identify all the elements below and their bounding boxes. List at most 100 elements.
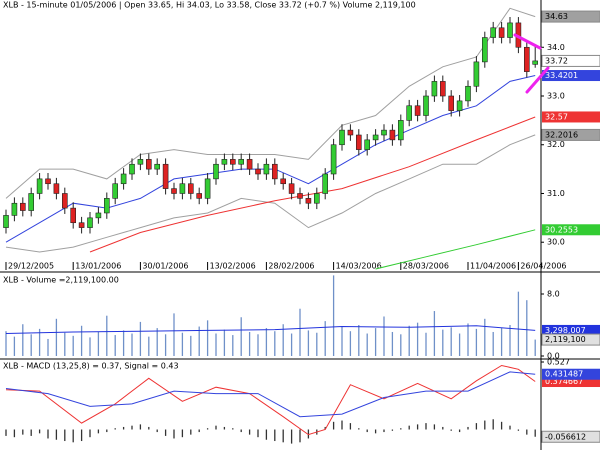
candle-body (213, 163, 219, 180)
value-box (541, 10, 600, 23)
candle-body (456, 100, 463, 111)
value-box-label: 0.374667 (545, 377, 583, 386)
candle-body (36, 178, 43, 194)
candle-body (381, 129, 387, 136)
volume-title: XLB - Volume =2,119,100.00 (3, 276, 119, 285)
candle-body (297, 193, 303, 199)
macd-title: XLB - MACD (13,25,8) = 0.37, Signal = 0.… (3, 362, 179, 371)
candle-body (70, 207, 76, 224)
candle-body (423, 95, 429, 116)
candle-body (11, 202, 18, 216)
candle-body (305, 198, 312, 204)
candle-body (238, 159, 244, 165)
value-box (542, 111, 600, 123)
candle-body (112, 183, 118, 199)
x-tick-label: 13/01/2006 (75, 262, 121, 271)
candle-body (154, 163, 160, 170)
value-box (541, 128, 600, 141)
candle-body (389, 129, 396, 141)
candle-body (414, 105, 421, 116)
candle-body (162, 163, 169, 189)
indicator-line (5, 325, 536, 334)
y-tick-label: 33.0 (547, 92, 565, 101)
candle-body (465, 85, 471, 102)
x-tick-label: 13/02/2006 (210, 262, 256, 271)
candle-body (104, 198, 110, 214)
value-box-label: 34.63 (545, 12, 568, 21)
candle-body (322, 173, 329, 194)
value-box (542, 224, 600, 236)
y-tick-label: 32.0 (547, 140, 565, 149)
candle-body (355, 134, 362, 150)
candle-body (490, 27, 497, 38)
value-box (542, 368, 600, 380)
y-tick-label: 0.0 (547, 352, 560, 361)
x-tick-label: 29/12/2005 (8, 262, 54, 271)
indicator-line (5, 364, 536, 436)
candle-body (280, 178, 287, 185)
value-box (541, 54, 600, 67)
candle-body (288, 183, 295, 194)
value-box (542, 324, 600, 336)
value-box-label: 33.72 (545, 56, 568, 65)
annotation-stroke (513, 33, 542, 50)
indicator-line (5, 371, 536, 418)
x-tick-label: 14/03/2006 (336, 262, 382, 271)
value-box-label: 33.4201 (545, 71, 578, 80)
value-box-label: 0.431487 (545, 370, 583, 379)
candle-body (196, 193, 202, 199)
x-tick-label: 30/01/2006 (142, 262, 188, 271)
candle-body (53, 183, 60, 194)
candle-body (129, 163, 135, 175)
candle-body (230, 159, 236, 165)
x-tick-label: 26/04/2006 (520, 262, 566, 271)
value-box-label: 30.2553 (545, 225, 578, 234)
candle-body (19, 202, 26, 211)
candle-body (120, 173, 127, 185)
candle-body (406, 105, 413, 121)
candle-body (263, 163, 270, 175)
candle-body (137, 159, 144, 165)
candle-body (532, 60, 539, 65)
candle-body (28, 193, 35, 211)
candle-body (431, 81, 438, 97)
candle-body (146, 159, 152, 170)
value-box (542, 376, 600, 388)
candle-body (271, 163, 278, 180)
indicator-line (375, 229, 536, 270)
candle-body (246, 159, 253, 170)
candle-body (78, 222, 85, 228)
indicator-line (5, 134, 536, 253)
candle-body (221, 159, 228, 165)
candle-body (364, 139, 371, 150)
x-tick-label: 11/04/2006 (470, 262, 516, 271)
candle-body (3, 215, 9, 228)
x-tick-label: 28/03/2006 (403, 262, 449, 271)
candle-body (204, 178, 211, 199)
value-box-label: 32.57 (545, 112, 568, 121)
candle-body (339, 129, 345, 146)
candle-body (330, 144, 337, 175)
candle-body (372, 134, 379, 141)
candle-body (473, 61, 480, 87)
candle-body (397, 120, 404, 141)
candle-body (95, 212, 102, 219)
candle-body (313, 193, 320, 204)
y-tick-label: 30.0 (547, 238, 565, 247)
candle-body (171, 188, 177, 194)
candle-body (448, 95, 455, 111)
candle-body (481, 37, 488, 63)
value-box (541, 333, 600, 346)
candle-body (179, 183, 186, 194)
chart-title: XLB - 15-minute 01/05/2006 | Open 33.65,… (3, 1, 416, 10)
y-tick-label: 31.0 (547, 189, 565, 198)
y-tick-label: 0.527 (547, 358, 570, 367)
annotation-stroke (525, 66, 550, 94)
candle-body (255, 168, 261, 175)
candle-body (507, 22, 513, 38)
value-box-label: -0.056612 (545, 432, 586, 441)
value-box (541, 430, 600, 443)
value-box-label: 32.2016 (545, 130, 578, 139)
